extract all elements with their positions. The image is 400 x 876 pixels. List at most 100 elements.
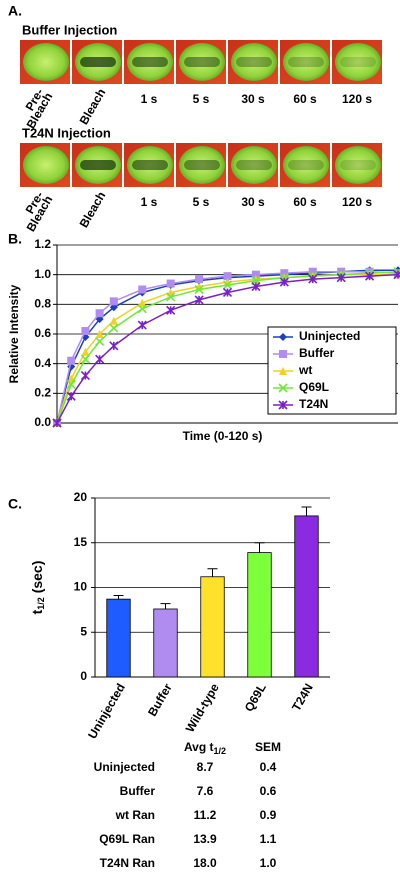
marker (52, 418, 62, 428)
marker (81, 347, 90, 356)
marker (166, 305, 176, 315)
marker (137, 304, 147, 314)
marker (279, 350, 287, 358)
marker (251, 281, 261, 292)
row-title: T24N Injection (22, 125, 111, 140)
y-tick-label: 0.2 (34, 386, 51, 400)
time-label: 1 s (141, 92, 158, 106)
marker (279, 277, 289, 287)
bleach-band (80, 57, 116, 67)
marker (280, 269, 289, 278)
y-tick-label: 0 (80, 669, 87, 683)
marker (194, 295, 204, 305)
micrograph-cell (283, 43, 329, 81)
table-header: Avg t1/2 (184, 740, 226, 756)
marker (336, 273, 346, 283)
marker (278, 400, 288, 410)
micrograph-cell (23, 43, 69, 81)
marker (66, 379, 76, 389)
marker (66, 391, 76, 401)
legend-label: wt (298, 363, 312, 377)
bar (200, 576, 225, 678)
micrograph-cell (23, 146, 69, 184)
x-tick-label: Uninjected (85, 681, 128, 741)
time-label: 120 s (342, 195, 372, 209)
time-label: 1 s (141, 195, 158, 209)
marker (109, 323, 119, 333)
legend-label: Buffer (299, 346, 335, 360)
bleach-band (288, 160, 324, 170)
table-row-label: T24N Ran (100, 856, 155, 870)
marker (166, 292, 176, 302)
marker (223, 272, 232, 281)
marker (393, 270, 400, 280)
y-axis-label: Relative Intensity (7, 284, 21, 383)
table-cell: 7.6 (197, 784, 214, 798)
marker (251, 270, 260, 279)
error-bar (207, 568, 218, 577)
table-row-label: wt Ran (115, 808, 155, 822)
marker (109, 297, 118, 306)
micrograph-cell (335, 146, 381, 184)
marker (365, 271, 375, 281)
marker (194, 284, 204, 295)
table-cell: 11.2 (194, 808, 217, 822)
marker (279, 333, 287, 341)
marker (109, 316, 118, 325)
bleach-band (184, 57, 220, 67)
table-cell: 13.9 (193, 832, 217, 846)
time-label: 5 s (193, 92, 210, 106)
y-axis-label: t1/2 (sec) (29, 561, 47, 615)
marker (138, 285, 147, 294)
bleach-band (236, 160, 272, 170)
y-tick-label: 1.2 (34, 237, 51, 251)
marker (81, 327, 90, 336)
bleach-band (132, 57, 168, 67)
time-label: 60 s (293, 92, 317, 106)
micrograph-cell (231, 146, 277, 184)
y-axis-label-sub: 1/2 (36, 597, 46, 610)
bleach-band (288, 57, 324, 67)
marker (278, 383, 288, 393)
time-label: 5 s (193, 195, 210, 209)
x-tick-label: Wild-type (183, 681, 222, 735)
marker (195, 275, 204, 284)
table-cell: 18.0 (193, 856, 217, 870)
legend-label: T24N (299, 397, 328, 411)
table-cell: 1.0 (260, 856, 277, 870)
table-cell: 0.9 (260, 808, 277, 822)
marker (166, 279, 175, 288)
legend-label: Uninjected (299, 329, 360, 343)
row-title: Buffer Injection (22, 22, 117, 37)
bar (153, 608, 178, 678)
y-axis-label-part: (sec) (29, 561, 45, 598)
micrograph-cell (283, 146, 329, 184)
bleach-band (184, 160, 220, 170)
table-cell: 0.4 (260, 760, 277, 774)
marker (109, 341, 119, 351)
y-axis-label-part: t (29, 609, 45, 614)
bar (294, 515, 319, 678)
bleach-band (340, 57, 376, 67)
table-row-label: Uninjected (94, 760, 155, 774)
marker (95, 354, 105, 364)
panel-label: A. (8, 3, 22, 19)
panel-label: B. (8, 231, 22, 247)
table-cell: 1.1 (260, 832, 277, 846)
micrograph-cell (231, 43, 277, 81)
time-label: 30 s (241, 92, 265, 106)
x-tick-label: Buffer (145, 681, 175, 719)
y-tick-label: 20 (74, 490, 88, 504)
table-row-label: Q69L Ran (99, 832, 155, 846)
marker (137, 320, 147, 330)
x-tick-label: T24N (289, 681, 316, 713)
y-tick-label: 0.6 (34, 326, 51, 340)
bleach-band (80, 160, 116, 170)
error-bar (160, 603, 171, 609)
marker (308, 267, 317, 276)
y-tick-label: 0.4 (34, 356, 51, 370)
panel-label: C. (8, 496, 22, 512)
marker (95, 330, 104, 338)
error-bar (113, 595, 124, 600)
time-label: 60 s (293, 195, 317, 209)
